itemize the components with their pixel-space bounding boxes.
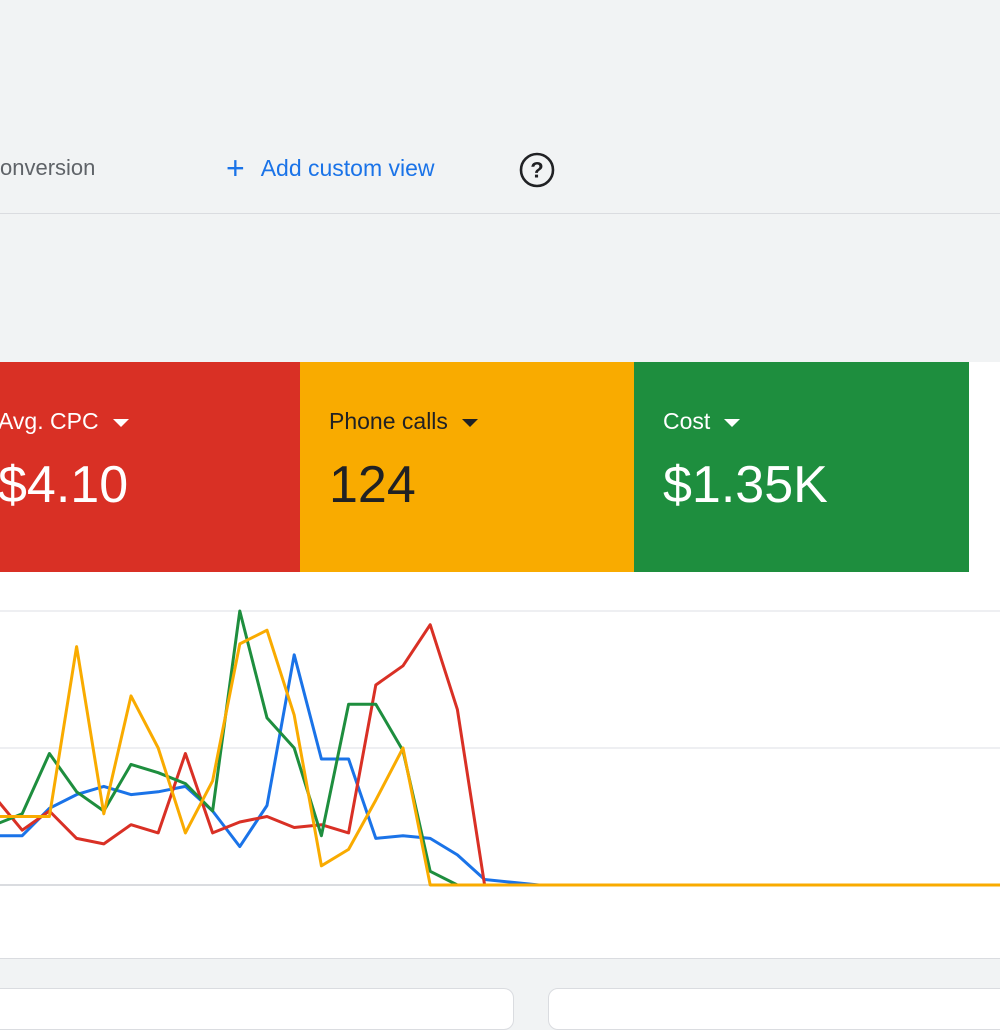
view-selector-bar: onversion + Add custom view ? [0, 0, 1000, 214]
plus-icon: + [226, 150, 245, 186]
chart-series-line-1[interactable] [0, 623, 1000, 887]
scorecard-value: 124 [329, 456, 416, 514]
scorecard-value: $4.10 [0, 456, 129, 514]
bottom-card-right [548, 988, 1000, 1030]
performance-chart [0, 572, 1000, 959]
add-custom-view-button[interactable]: + Add custom view [226, 152, 435, 184]
scorecards: Avg. CPC $4.10 Phone calls 124 Cost $1.3… [0, 362, 1000, 572]
dropdown-caret-icon [724, 419, 741, 427]
scorecard-label[interactable]: Cost [663, 408, 969, 435]
line-chart [0, 609, 1000, 887]
dropdown-caret-icon [112, 419, 129, 427]
view-tab-conversion[interactable]: onversion [0, 155, 95, 181]
scorecard-avg-cpc[interactable]: Avg. CPC $4.10 [0, 362, 300, 572]
scorecard-phone-calls[interactable]: Phone calls 124 [300, 362, 634, 572]
bottom-card-left [0, 988, 514, 1030]
svg-text:?: ? [530, 158, 543, 183]
scorecard-value: $1.35K [663, 456, 828, 514]
view-tab-label: onversion [0, 155, 96, 180]
dropdown-caret-icon [461, 419, 478, 427]
help-circle-icon[interactable]: ? [518, 151, 556, 189]
add-custom-view-label: Add custom view [260, 154, 435, 181]
scorecard-label-text: Phone calls [329, 408, 448, 434]
scorecard-label[interactable]: Avg. CPC [0, 408, 300, 435]
scorecard-label-text: Cost [663, 408, 711, 434]
scorecard-cost[interactable]: Cost $1.35K [634, 362, 969, 572]
scorecard-label-text: Avg. CPC [0, 408, 99, 434]
scorecard-label[interactable]: Phone calls [329, 408, 634, 435]
chart-series-line-3[interactable] [0, 628, 1000, 887]
